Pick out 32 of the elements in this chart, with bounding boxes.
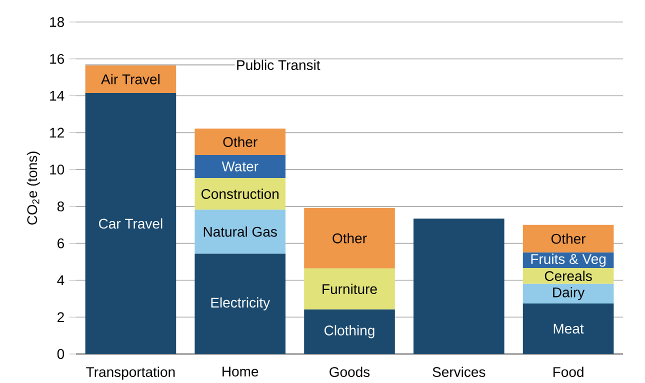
y-tick-label: 18 xyxy=(50,17,64,27)
y-tick-label: 14 xyxy=(50,90,64,101)
data-label: Public Transit xyxy=(237,60,320,70)
data-label: Other xyxy=(551,233,586,244)
data-label: Water xyxy=(222,162,258,172)
data-label: Furniture xyxy=(322,284,377,294)
data-label: Cereals xyxy=(544,270,592,282)
y-axis-title: CO$_{2}$e (tons) xyxy=(26,152,40,225)
y-tick-label: 12 xyxy=(50,128,64,138)
data-label: Construction xyxy=(202,188,278,199)
y-tick-label: 4 xyxy=(57,275,64,286)
x-tick-label: Goods xyxy=(330,366,370,377)
data-label: Electricity xyxy=(211,297,270,310)
y-tick-label: 0 xyxy=(57,349,64,359)
x-tick-label: Food xyxy=(554,366,584,377)
data-label: Car Travel xyxy=(99,218,162,229)
x-tick-label: Transportation xyxy=(86,366,175,380)
x-tick-label: Home xyxy=(222,366,258,376)
y-tick-label: 2 xyxy=(58,312,64,322)
y-tick-label: 16 xyxy=(50,54,64,64)
data-label: Dairy xyxy=(553,287,585,300)
data-label: Meat xyxy=(554,324,584,334)
data-label: Other xyxy=(332,233,367,244)
data-label: Air Travel xyxy=(101,74,160,84)
y-tick-label: 8 xyxy=(57,202,64,212)
data-label: Clothing xyxy=(324,325,374,338)
y-tick-label: 10 xyxy=(50,164,64,175)
data-label: Natural Gas xyxy=(204,226,277,237)
data-label: Fruits & Veg xyxy=(531,254,606,267)
x-tick-label: Services xyxy=(432,366,486,377)
y-tick-label: 6 xyxy=(58,238,64,248)
data-label: Other xyxy=(223,136,258,147)
